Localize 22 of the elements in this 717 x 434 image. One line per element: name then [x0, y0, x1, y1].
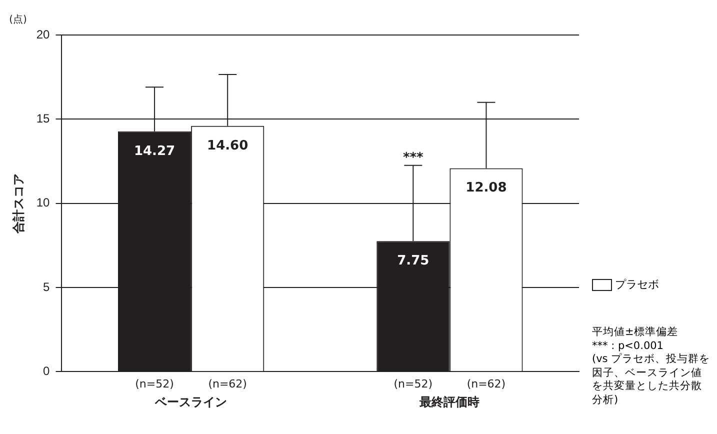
y-tick-label: 15 [36, 111, 50, 126]
x-tick-label: 最終評価時 [418, 394, 480, 409]
text: プラセボ [615, 277, 659, 292]
y-tick-label: 10 [36, 196, 50, 210]
x-tick-label: ベースライン [154, 394, 228, 409]
text: (n=52) [394, 377, 433, 390]
y-axis-title: 合計スコア [11, 173, 26, 234]
text: (n=62) [466, 377, 506, 390]
y-tick-label: 5 [43, 280, 50, 294]
text: (点) [9, 14, 27, 26]
text: (n=62) [208, 377, 247, 390]
text: (vs プラセボ、投与群を因子、ベースライン値を共変量とした共分散分析) [592, 353, 712, 407]
data-label: 12.08 [466, 180, 507, 196]
text: 平均値±標準偏差 [592, 326, 679, 340]
text: (n=52) [135, 377, 174, 390]
data-label: 7.75 [397, 254, 430, 269]
data-label: 14.60 [207, 138, 248, 154]
text: *** : p<0.001 [592, 340, 664, 353]
annotation: *** [402, 150, 424, 166]
y-tick-label: 20 [36, 27, 50, 42]
y-tick-label: 0 [43, 364, 50, 378]
data-label: 14.27 [134, 144, 176, 159]
